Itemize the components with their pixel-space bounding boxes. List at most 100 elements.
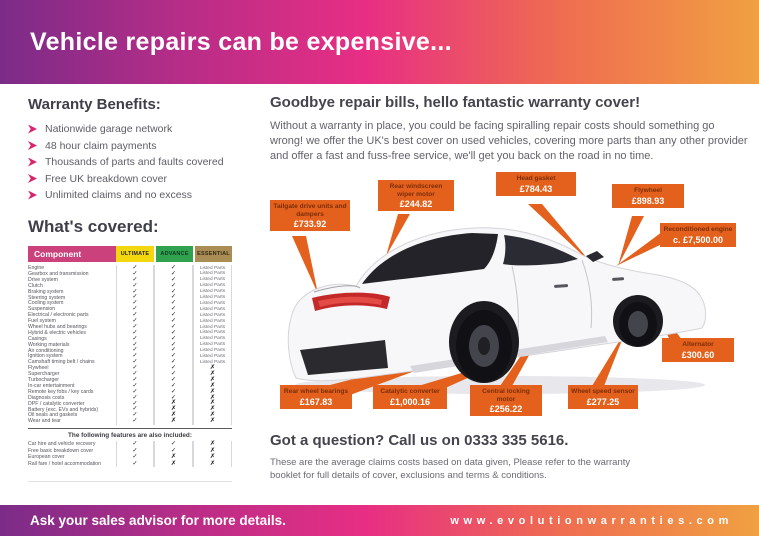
mark-cell: ✓ xyxy=(116,417,154,425)
table-row: Braking system ✓ ✓ Listed Parts xyxy=(28,288,232,295)
mark-cell: ✓ xyxy=(116,306,154,313)
mark-cell: Listed Parts xyxy=(193,306,232,313)
contact-section: Got a question? Call us on 0333 335 5616… xyxy=(270,432,650,483)
check-icon: ✓ xyxy=(132,358,138,366)
mark-cell: ✓ xyxy=(154,317,193,325)
listed-parts-label: Listed Parts xyxy=(199,312,226,318)
check-icon: ✓ xyxy=(132,440,138,448)
callout-label: Tailgate drive units and dampers xyxy=(273,203,347,218)
mark-cell: ✓ xyxy=(154,276,193,283)
chevron-right-icon xyxy=(28,157,37,167)
column-header-ultimate: ULTIMATE xyxy=(116,246,154,262)
mark-cell: ✓ xyxy=(154,288,193,295)
mark-cell: ✗ xyxy=(154,453,193,461)
cross-icon: ✗ xyxy=(209,417,216,425)
callout-price: £1,000.16 xyxy=(389,396,431,407)
table-row: Gearbox and transmission ✓ ✓ Listed Parts xyxy=(28,269,232,278)
mark-cell: Listed Parts xyxy=(193,294,232,301)
check-icon: ✓ xyxy=(132,393,138,401)
repair-cost-diagram: Tailgate drive units and dampers £733.92 R… xyxy=(260,170,759,432)
check-icon: ✓ xyxy=(132,328,138,336)
mark-cell: ✓ xyxy=(154,370,193,378)
column-header-advance: ADVANCE xyxy=(156,246,193,262)
check-icon: ✓ xyxy=(170,440,177,448)
page-title: Vehicle repairs can be expensive... xyxy=(30,27,452,56)
mark-cell: ✓ xyxy=(154,329,193,336)
check-icon: ✓ xyxy=(132,364,138,372)
table-row: Free basic breakdown cover ✓ ✓ ✗ xyxy=(28,446,232,455)
check-icon: ✓ xyxy=(132,417,138,425)
mark-cell: ✓ xyxy=(154,269,193,278)
check-icon: ✓ xyxy=(132,281,138,289)
check-icon: ✓ xyxy=(132,293,138,301)
component-cell: Clutch xyxy=(28,282,43,289)
check-icon: ✓ xyxy=(132,370,138,378)
listed-parts-label: Listed Parts xyxy=(199,324,226,330)
check-icon: ✓ xyxy=(170,317,177,325)
benefit-label: Thousands of parts and faults covered xyxy=(45,156,224,168)
component-cell: DPF / catalytic converter xyxy=(28,400,85,407)
check-icon: ✓ xyxy=(170,340,177,348)
cross-icon: ✗ xyxy=(170,411,177,419)
mark-cell: ✓ xyxy=(154,264,193,272)
check-icon: ✓ xyxy=(132,352,138,360)
mark-cell: ✓ xyxy=(116,400,154,407)
check-icon: ✓ xyxy=(170,322,177,330)
mark-cell: ✗ xyxy=(154,460,193,468)
check-icon: ✓ xyxy=(170,269,177,277)
mark-cell: ✓ xyxy=(116,276,154,283)
check-icon: ✓ xyxy=(132,299,138,307)
coverage-table: Component ULTIMATE ADVANCE ESSENTIAL Eng… xyxy=(28,246,232,483)
mark-cell: Listed Parts xyxy=(193,353,232,360)
callout-price: £733.92 xyxy=(293,219,327,230)
mark-cell: ✓ xyxy=(154,359,193,366)
table-row: Rail fare / hotel accommodation ✓ ✗ ✗ xyxy=(28,460,232,468)
mark-cell: ✓ xyxy=(154,382,193,390)
check-icon: ✓ xyxy=(132,405,138,413)
table-row: European cover ✓ ✗ ✗ xyxy=(28,453,232,461)
check-icon: ✓ xyxy=(170,293,177,301)
check-icon: ✓ xyxy=(170,393,177,401)
benefit-item: Unlimited claims and no excess xyxy=(28,189,260,201)
table-row: Supercharger ✓ ✓ ✗ xyxy=(28,370,232,378)
mark-cell: ✓ xyxy=(116,299,154,307)
mark-cell: ✓ xyxy=(116,460,154,468)
cross-icon: ✗ xyxy=(209,399,216,407)
callout-price: £244.82 xyxy=(399,199,433,210)
mark-cell: ✓ xyxy=(116,376,154,384)
benefit-item: Free UK breakdown cover xyxy=(28,173,260,185)
mark-cell: Listed Parts xyxy=(193,347,232,354)
check-icon: ✓ xyxy=(170,446,177,454)
table-row: Camshaft timing belt / chains ✓ ✓ Listed Pa… xyxy=(28,358,232,366)
check-icon: ✓ xyxy=(170,376,177,384)
check-icon: ✓ xyxy=(170,364,177,372)
listed-parts-label: Listed Parts xyxy=(199,271,226,277)
callout-label: Flywheel xyxy=(634,187,662,194)
cost-callout: Rear wheel bearings £167.83 xyxy=(280,385,352,409)
left-column: Warranty Benefits: Nationwide garage net… xyxy=(28,96,260,483)
features-divider: The following features are also included… xyxy=(28,428,232,441)
cross-icon: ✗ xyxy=(170,453,177,461)
mark-cell: ✓ xyxy=(154,347,193,354)
mark-cell: Listed Parts xyxy=(193,270,232,278)
check-icon: ✓ xyxy=(132,381,138,389)
check-icon: ✓ xyxy=(132,346,138,354)
callout-label: Wheel speed sensor xyxy=(571,388,635,395)
component-cell: European cover xyxy=(28,454,65,461)
component-cell: Free basic breakdown cover xyxy=(28,447,94,454)
cost-callout: Flywheel £898.93 xyxy=(612,184,684,208)
mark-cell: Listed Parts xyxy=(193,276,232,283)
callout-label: Reconditioned engine xyxy=(663,226,733,233)
intro-heading: Goodbye repair bills, hello fantastic wa… xyxy=(270,94,641,111)
component-cell: Hybrid & electric vehicles xyxy=(28,329,86,336)
callout-label: Rear windscreen wiper motor xyxy=(389,183,443,198)
table-row: Steering system ✓ ✓ Listed Parts xyxy=(28,293,232,301)
mark-cell: ✗ xyxy=(193,388,232,396)
check-icon: ✓ xyxy=(170,387,177,395)
check-icon: ✓ xyxy=(132,317,138,325)
table-row: Suspension ✓ ✓ Listed Parts xyxy=(28,306,232,313)
listed-parts-label: Listed Parts xyxy=(199,336,226,342)
benefit-item: Thousands of parts and faults covered xyxy=(28,156,260,168)
listed-parts-label: Listed Parts xyxy=(199,277,226,283)
